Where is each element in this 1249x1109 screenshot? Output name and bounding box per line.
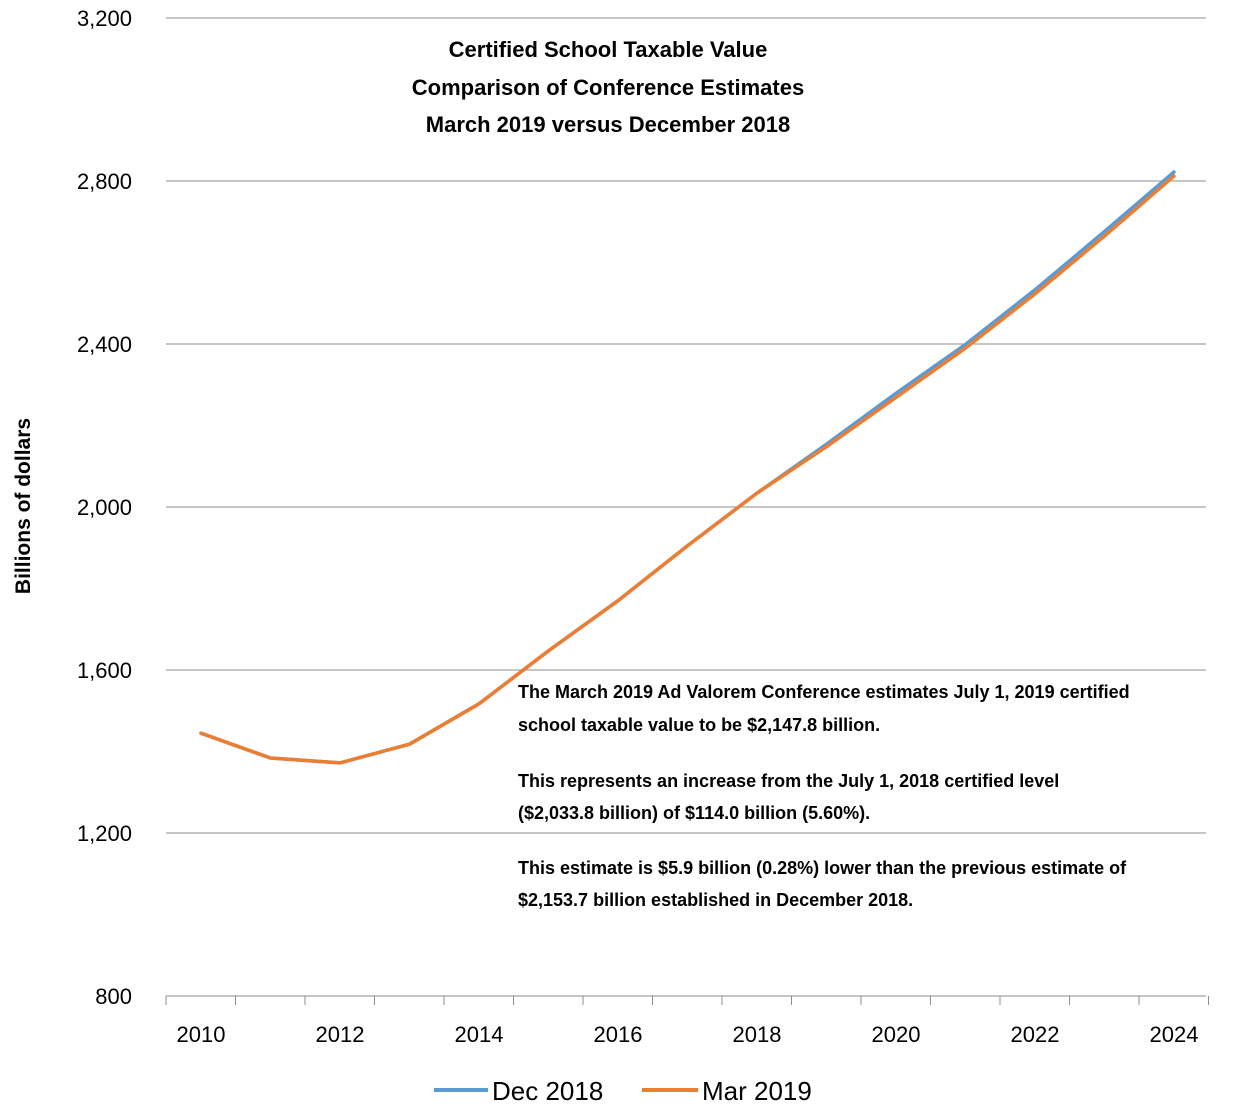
legend: Dec 2018 Mar 2019 xyxy=(434,1076,812,1106)
axes xyxy=(165,995,1209,1005)
x-tick-label-2020: 2020 xyxy=(872,1022,921,1047)
gridlines xyxy=(166,17,1206,834)
x-tick-label-2016: 2016 xyxy=(594,1022,643,1047)
annotation-line-5: ($2,033.8 billion) of $114.0 billion (5.… xyxy=(518,803,870,823)
legend-label-mar-2019: Mar 2019 xyxy=(702,1076,812,1106)
annotation-line-4: This represents an increase from the Jul… xyxy=(518,771,1059,791)
series-line-mar-2019 xyxy=(199,174,1176,765)
x-tick-label-2024: 2024 xyxy=(1150,1022,1199,1047)
annotation-line-8: $2,153.7 billion established in December… xyxy=(518,890,913,910)
x-tick-label-2010: 2010 xyxy=(177,1022,226,1047)
x-tick-label-2012: 2012 xyxy=(316,1022,365,1047)
legend-label-dec-2018: Dec 2018 xyxy=(492,1076,603,1106)
title-line-3: March 2019 versus December 2018 xyxy=(426,112,790,137)
annotation: The March 2019 Ad Valorem Conference est… xyxy=(518,682,1130,910)
y-tick-label-1200: 1,200 xyxy=(77,821,132,846)
y-tick-label-800: 800 xyxy=(95,984,132,1009)
title-line-1: Certified School Taxable Value xyxy=(449,37,768,62)
x-tick-label-2014: 2014 xyxy=(455,1022,504,1047)
y-tick-label-2800: 2,800 xyxy=(77,169,132,194)
x-tick-labels: 2010 2012 2014 2016 2018 2020 2022 2024 xyxy=(177,1022,1199,1047)
y-tick-label-1600: 1,600 xyxy=(77,658,132,683)
annotation-line-7: This estimate is $5.9 billion (0.28%) lo… xyxy=(518,858,1127,878)
y-tick-label-2000: 2,000 xyxy=(77,495,132,520)
annotation-line-2: school taxable value to be $2,147.8 bill… xyxy=(518,715,880,735)
series-lines xyxy=(199,170,1176,765)
y-tick-labels: 800 1,200 1,600 2,000 2,400 2,800 3,200 xyxy=(77,6,132,1009)
series-line-dec-2018 xyxy=(199,170,1176,765)
x-tick-label-2018: 2018 xyxy=(733,1022,782,1047)
y-axis-label: Billions of dollars xyxy=(12,418,35,594)
annotation-line-1: The March 2019 Ad Valorem Conference est… xyxy=(518,682,1130,702)
y-tick-label-2400: 2,400 xyxy=(77,332,132,357)
y-tick-label-3200: 3,200 xyxy=(77,6,132,31)
x-tick-label-2022: 2022 xyxy=(1011,1022,1060,1047)
chart-title: Certified School Taxable Value Compariso… xyxy=(412,37,804,137)
title-line-2: Comparison of Conference Estimates xyxy=(412,75,804,100)
